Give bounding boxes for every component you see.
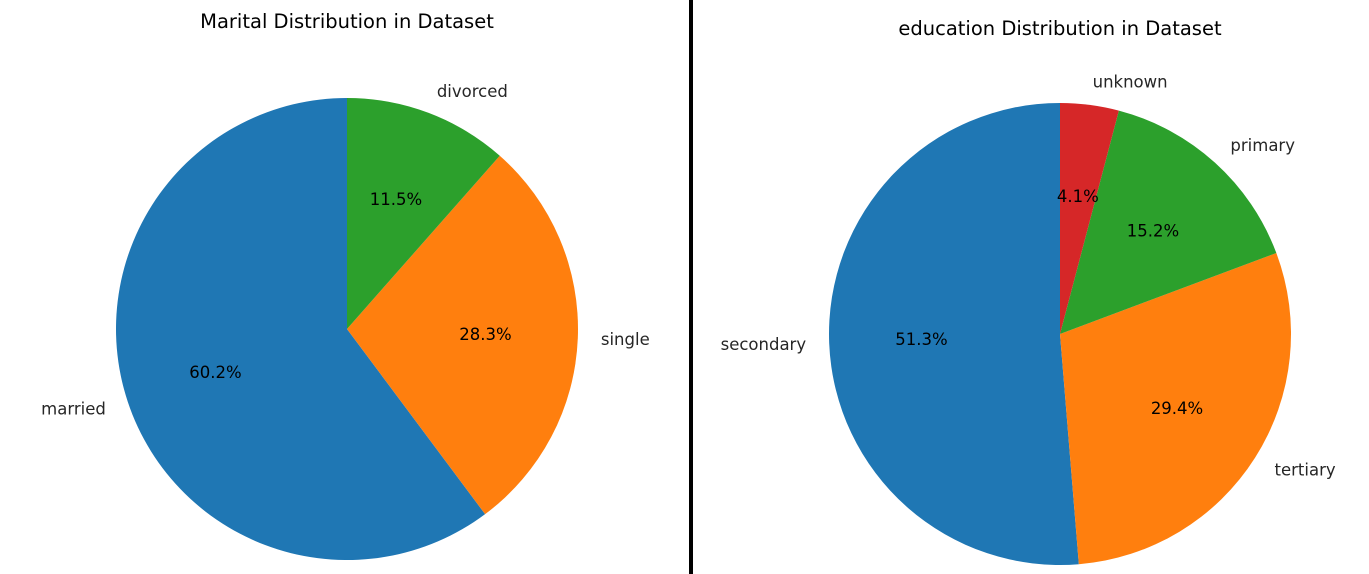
marital-pct-divorced: 11.5% xyxy=(370,190,422,209)
marital-slice-married xyxy=(116,98,486,560)
education-chart-panel: education Distribution in Dataset second… xyxy=(693,0,1369,574)
education-pct-unknown: 4.1% xyxy=(1057,187,1099,206)
marital-label-married: married xyxy=(41,400,106,419)
education-slice-tertiary xyxy=(1060,253,1291,565)
education-pie-chart: education Distribution in Dataset second… xyxy=(721,17,1336,565)
marital-slice-single xyxy=(347,155,578,515)
education-slices xyxy=(829,103,1291,565)
education-label-unknown: unknown xyxy=(1093,73,1168,92)
education-slice-unknown xyxy=(1060,103,1119,334)
marital-slices xyxy=(116,98,578,560)
marital-label-single: single xyxy=(601,330,650,349)
marital-pie-chart: Marital Distribution in Dataset married 6… xyxy=(41,10,650,560)
education-chart-title: education Distribution in Dataset xyxy=(898,17,1222,40)
education-label-primary: primary xyxy=(1230,136,1295,155)
education-slice-secondary xyxy=(829,103,1079,565)
marital-pct-married: 60.2% xyxy=(189,363,241,382)
marital-label-divorced: divorced xyxy=(437,82,508,101)
marital-pct-single: 28.3% xyxy=(459,325,511,344)
education-pct-secondary: 51.3% xyxy=(895,330,947,349)
education-pct-tertiary: 29.4% xyxy=(1151,399,1203,418)
education-slice-primary xyxy=(1060,110,1277,335)
education-labels: secondary 51.3% tertiary 29.4% primary 15.2% u… xyxy=(721,73,1336,480)
education-pct-primary: 15.2% xyxy=(1127,222,1179,241)
education-label-tertiary: tertiary xyxy=(1275,461,1336,480)
marital-chart-panel: Marital Distribution in Dataset married 6… xyxy=(0,0,689,574)
marital-labels: married 60.2% single 28.3% divorced 11.5% xyxy=(41,82,650,419)
marital-slice-divorced xyxy=(347,98,500,329)
education-label-secondary: secondary xyxy=(721,335,807,354)
marital-chart-title: Marital Distribution in Dataset xyxy=(200,10,494,33)
